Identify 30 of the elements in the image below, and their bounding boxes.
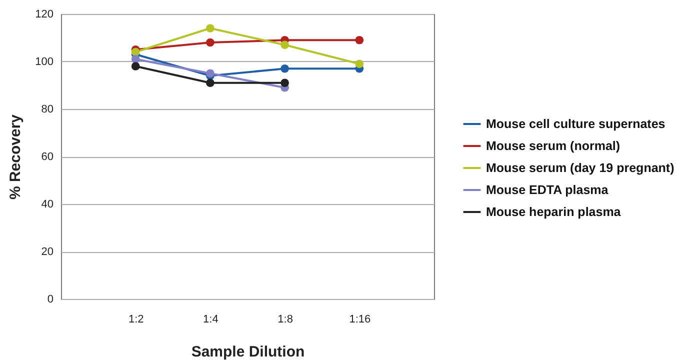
y-tick-label: 40	[41, 198, 54, 210]
y-tick-label: 120	[35, 8, 54, 20]
point	[206, 24, 214, 32]
x-tick-label: 1:2	[128, 314, 144, 326]
x-axis-title: Sample Dilution	[191, 344, 305, 360]
point	[355, 36, 364, 44]
x-tick-label: 1:4	[203, 314, 218, 326]
legend-label: Mouse cell culture supernates	[486, 117, 666, 131]
point	[131, 54, 140, 64]
point	[206, 69, 214, 78]
point	[280, 64, 289, 73]
point	[280, 78, 289, 88]
point	[355, 60, 364, 68]
point	[206, 38, 214, 47]
point	[280, 40, 289, 50]
legend-label: Mouse serum (day 19 pregnant)	[486, 161, 674, 175]
y-tick-label: 60	[41, 151, 54, 163]
legend-label: Mouse serum (normal)	[486, 139, 620, 153]
point	[131, 62, 140, 70]
point	[206, 78, 214, 88]
y-tick-label: 0	[47, 294, 54, 306]
y-tick-label: 100	[35, 56, 54, 68]
y-axis-title: % Recovery	[7, 114, 24, 200]
legend-label: Mouse heparin plasma	[486, 205, 622, 219]
x-tick-label: 1:8	[278, 314, 293, 326]
x-tick-label: 1:16	[349, 314, 371, 326]
y-tick-label: 20	[41, 246, 54, 258]
point	[131, 48, 140, 56]
legend-label: Mouse EDTA plasma	[486, 183, 610, 197]
y-tick-label: 80	[41, 104, 54, 116]
